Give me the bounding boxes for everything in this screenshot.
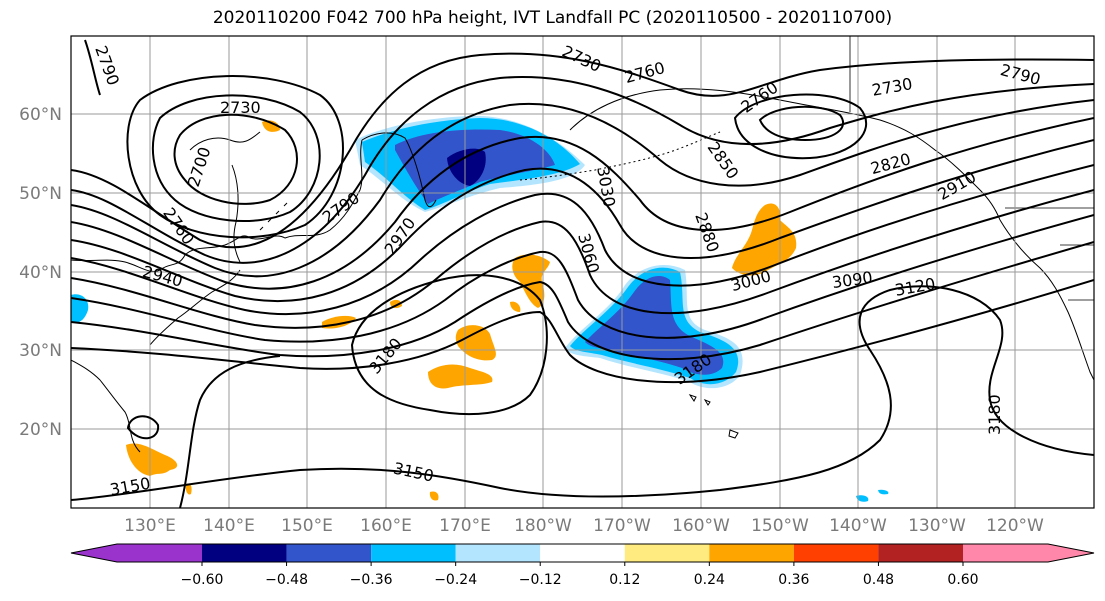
colorbar-tick-label: 0.12 xyxy=(609,572,640,588)
aleutian-chain xyxy=(519,131,721,181)
shade-orange xyxy=(512,254,550,308)
lon-label: 130°E xyxy=(124,516,176,536)
sakhalin-coast xyxy=(231,164,241,263)
contour-line xyxy=(71,139,1094,302)
colorbar-tick-label: −0.48 xyxy=(265,572,308,588)
shade-orange xyxy=(429,491,439,501)
contour-line xyxy=(151,94,321,222)
shade-orange xyxy=(185,483,192,495)
height-contours xyxy=(71,39,1094,508)
lon-label: 150°W xyxy=(751,516,809,536)
contour-line xyxy=(71,164,1094,316)
shade-orange xyxy=(455,325,496,361)
shade-orange xyxy=(126,443,178,476)
lon-label: 130°W xyxy=(908,516,966,536)
colorbar-segment xyxy=(963,544,1094,562)
map-title: 2020110200 F042 700 hPa height, IVT Land… xyxy=(212,8,893,28)
shade-cyan xyxy=(71,294,89,323)
lon-label: 150°E xyxy=(281,516,333,536)
colorbar-tick-label: 0.48 xyxy=(863,572,894,588)
shade-orange xyxy=(428,364,493,389)
contour-line xyxy=(758,105,845,142)
hawaii-islands xyxy=(688,394,739,439)
kuril-islands xyxy=(259,202,288,231)
colorbar-segment xyxy=(455,544,541,562)
lat-label: 20°N xyxy=(19,420,62,440)
colorbar-segment xyxy=(202,544,287,562)
kamchatka-coast xyxy=(361,132,437,208)
shade-cyan xyxy=(878,489,889,495)
colorbar-segment xyxy=(286,544,372,562)
contour-line xyxy=(84,39,101,96)
colorbar-segment xyxy=(540,544,625,562)
contour-line xyxy=(71,285,1094,501)
okhotsk-coast xyxy=(189,131,261,151)
shade-orange xyxy=(510,301,521,312)
contour-line xyxy=(71,214,1094,343)
colorbar-tick-label: 0.24 xyxy=(694,572,725,588)
contour-line xyxy=(126,415,160,440)
colorbar-tick-label: 0.60 xyxy=(947,572,978,588)
lon-label: 160°E xyxy=(360,516,412,536)
longitude-labels: 130°E 140°E 150°E 160°E 170°E 180°W 170°… xyxy=(124,516,1044,536)
contour-line xyxy=(71,279,1094,384)
colorbar-segment xyxy=(793,544,879,562)
shade-cyan xyxy=(856,495,869,502)
latitude-labels: 60°N 50°N 40°N 30°N 20°N xyxy=(19,105,62,440)
contour-line xyxy=(350,274,548,416)
colorbar-segment xyxy=(371,544,456,562)
lon-label: 120°W xyxy=(986,516,1044,536)
colorbar-segment xyxy=(709,544,794,562)
shade-orange xyxy=(262,120,280,132)
colorbar-segment xyxy=(71,544,202,562)
contour-line xyxy=(733,93,867,160)
contour-line xyxy=(179,355,281,508)
contour-line xyxy=(71,189,1094,329)
lon-label: 140°E xyxy=(203,516,255,536)
alaska-coast xyxy=(569,88,1001,221)
colorbar-outline xyxy=(70,543,1095,563)
lat-label: 60°N xyxy=(19,105,62,125)
contour-line xyxy=(71,76,1094,264)
lat-label: 40°N xyxy=(19,263,62,283)
colorbar-segment xyxy=(624,544,710,562)
colorbar-tick-label: −0.24 xyxy=(434,572,477,588)
lon-label: 160°W xyxy=(672,516,730,536)
colorbar-tick-label: −0.12 xyxy=(519,572,562,588)
contour-line xyxy=(126,75,344,239)
contour-line xyxy=(71,52,1094,249)
map-frame xyxy=(70,35,1095,509)
lon-label: 170°W xyxy=(593,516,651,536)
shade-navy xyxy=(447,148,486,186)
lon-label: 180°W xyxy=(514,516,572,536)
contour-label: 3180 xyxy=(985,394,1004,435)
contour-line xyxy=(71,117,1094,290)
na-border xyxy=(1060,244,1094,301)
colorbar-tick-label: 0.36 xyxy=(778,572,809,588)
lat-label: 50°N xyxy=(19,184,62,204)
contour-line xyxy=(173,113,298,205)
lon-label: 140°W xyxy=(829,516,887,536)
lat-label: 30°N xyxy=(19,341,62,361)
contour-label: 2730 xyxy=(220,98,261,117)
colorbar-segment xyxy=(878,544,963,562)
lon-label: 170°E xyxy=(439,516,491,536)
contour-line xyxy=(71,99,1094,278)
colorbar: −0.60 −0.48 −0.36 −0.24 −0.12 0.12 0.24 0.36 0.4… xyxy=(70,543,1095,588)
contour-line xyxy=(71,241,1094,361)
colorbar-tick-label: −0.36 xyxy=(350,572,393,588)
colorbar-tick-label: −0.60 xyxy=(181,572,224,588)
